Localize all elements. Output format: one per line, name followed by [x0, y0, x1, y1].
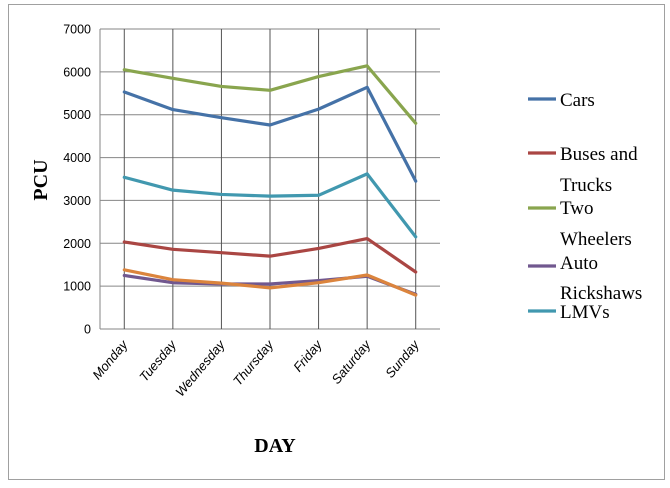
x-tick-label: Thursday: [230, 336, 277, 388]
y-tick-label: 5000: [63, 108, 91, 122]
x-tick-label: Sunday: [382, 336, 423, 381]
legend-label: Two: [560, 198, 594, 219]
y-tick-label: 6000: [63, 65, 91, 79]
y-axis-title: PCU: [30, 159, 52, 200]
y-tick-label: 4000: [63, 151, 91, 165]
legend-label: Wheelers: [560, 229, 632, 250]
x-tick-label: Saturday: [328, 336, 374, 387]
legend-label: LMVs: [560, 302, 610, 323]
y-tick-label: 2000: [63, 237, 91, 251]
legend-label: Auto: [560, 253, 598, 274]
x-axis-title: DAY: [254, 435, 296, 457]
x-tick-label: Tuesday: [136, 336, 180, 384]
x-tick-label: Wednesday: [172, 336, 228, 399]
legend-label: Buses and: [560, 144, 638, 165]
legend-label: Rickshaws: [560, 283, 642, 304]
y-tick-label: 1000: [63, 280, 91, 294]
y-tick-label: 0: [84, 323, 91, 337]
legend-label: Trucks: [560, 175, 612, 196]
y-tick-label: 3000: [63, 194, 91, 208]
x-tick-label: Monday: [89, 336, 131, 382]
y-axis-ticks: 0 1000 2000 3000 4000 5000 6000 7000: [63, 23, 91, 337]
y-tick-label: 7000: [63, 23, 91, 37]
legend-label: Cars: [560, 90, 595, 111]
x-tick-label: Friday: [290, 336, 326, 374]
